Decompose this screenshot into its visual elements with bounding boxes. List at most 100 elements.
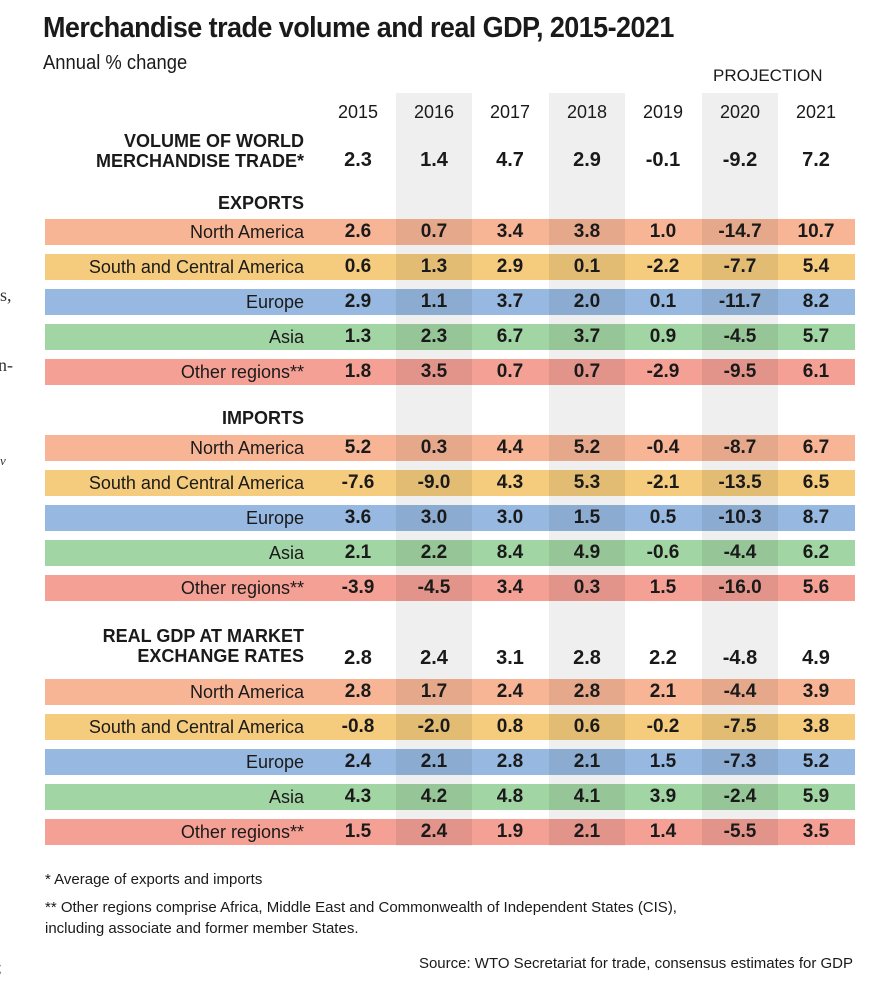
gdp-value-cell: -2.0: [396, 714, 472, 740]
gdp-value-cell: -2.4: [702, 784, 778, 810]
world-trade-label-line1: VOLUME OF WORLD: [124, 131, 304, 151]
gdp-value-cell: -7.5: [702, 714, 778, 740]
imports-value-cell: 8.7: [802, 507, 830, 528]
exports-value-cell: 0.9: [649, 326, 677, 347]
gdp-value-cell: 2.1: [396, 749, 472, 775]
imports-value-cell: 3.6: [344, 507, 372, 528]
imports-value-cell: -0.4: [646, 437, 680, 458]
gdp-value-cell: 3.9: [802, 681, 830, 702]
imports-value-cell: -10.3: [702, 505, 778, 531]
exports-value-cell: -9.5: [702, 359, 778, 385]
projection-label: PROJECTION: [713, 66, 823, 85]
gdp-value-cell: 1.9: [496, 821, 524, 842]
margin-fragment: v: [0, 453, 6, 468]
imports-value-cell: 2.2: [396, 540, 472, 566]
year-header-2018: 2018: [566, 102, 608, 122]
world-trade-value: 4.7: [496, 149, 524, 171]
exports-value-cell: 10.7: [797, 221, 835, 242]
imports-value-cell: -8.7: [702, 435, 778, 461]
exports-value-cell: 5.7: [802, 326, 830, 347]
imports-value-cell: 0.3: [396, 435, 472, 461]
imports-value-cell: 4.3: [496, 472, 524, 493]
exports-value-cell: 3.4: [496, 221, 524, 242]
imports-value-cell: 2.1: [344, 542, 372, 563]
chart-title: Merchandise trade volume and real GDP, 2…: [43, 12, 674, 44]
exports-value-cell: 8.2: [802, 291, 830, 312]
gdp-row-band: [45, 679, 855, 705]
gdp-value-cell: 2.8: [549, 679, 625, 705]
exports-region-label: North America: [189, 222, 304, 242]
gdp-value: 2.8: [344, 647, 372, 669]
exports-value-cell: 1.3: [396, 254, 472, 280]
gdp-value-cell: 4.8: [496, 786, 524, 807]
exports-value-cell: -2.9: [646, 361, 680, 382]
year-header-2020: 2020: [719, 102, 761, 122]
imports-value-cell: -13.5: [702, 470, 778, 496]
exports-value-cell: 6.1: [802, 361, 830, 382]
imports-value-cell: -9.0: [396, 470, 472, 496]
exports-value-cell: 0.1: [549, 254, 625, 280]
gdp-value: 2.8: [573, 647, 601, 669]
exports-value-cell: 2.6: [344, 221, 372, 242]
year-header-2021: 2021: [795, 102, 837, 122]
imports-value-cell: 8.4: [496, 542, 524, 563]
imports-value-cell: -2.1: [646, 472, 680, 493]
exports-value-cell: 0.6: [344, 256, 372, 277]
gdp-region-label: North America: [189, 682, 304, 702]
footnote-other-regions-line1: ** Other regions comprise Africa, Middle…: [45, 899, 677, 916]
imports-value-cell: 5.6: [802, 577, 830, 598]
exports-value-cell: 1.1: [396, 289, 472, 315]
exports-value-cell: 2.9: [496, 256, 524, 277]
gdp-value: 2.2: [649, 647, 677, 669]
margin-fragment: ;: [0, 957, 2, 978]
imports-value-cell: 6.5: [802, 472, 830, 493]
world-trade-value: 2.3: [344, 149, 372, 171]
exports-region-label: South and Central America: [88, 257, 304, 277]
gdp-value-cell: 5.2: [802, 751, 830, 772]
gdp-value-cell: 4.3: [344, 786, 372, 807]
imports-row-band: [45, 505, 855, 531]
imports-region-label: Asia: [268, 543, 304, 563]
gdp-value: -4.8: [722, 647, 758, 669]
gdp-label-line1: REAL GDP AT MARKET: [102, 626, 304, 646]
gdp-value-cell: 1.4: [649, 821, 677, 842]
gdp-region-label: Other regions**: [180, 822, 304, 842]
world-trade-value: 7.2: [802, 149, 830, 171]
imports-value-cell: 5.3: [549, 470, 625, 496]
imports-value-cell: 6.7: [802, 437, 830, 458]
exports-value-cell: 5.4: [802, 256, 830, 277]
exports-value-cell: -4.5: [702, 324, 778, 350]
imports-region-label: North America: [189, 438, 304, 458]
imports-value-cell: 1.5: [649, 577, 677, 598]
gdp-value-cell: 1.5: [649, 751, 677, 772]
exports-region-label: Other regions**: [180, 362, 304, 382]
gdp-value-cell: 3.5: [802, 821, 830, 842]
gdp-value-cell: 2.4: [396, 819, 472, 845]
exports-row-band: [45, 219, 855, 245]
gdp-row-band: [45, 784, 855, 810]
gdp-region-label: Europe: [245, 752, 304, 772]
imports-value-cell: 4.4: [496, 437, 524, 458]
exports-value-cell: 0.7: [496, 361, 524, 382]
gdp-row-band: [45, 749, 855, 775]
exports-value-cell: -2.2: [646, 256, 680, 277]
imports-value-cell: 0.5: [649, 507, 677, 528]
imports-row-band: [45, 575, 855, 601]
imports-region-label: Other regions**: [180, 578, 304, 598]
exports-row-band: [45, 254, 855, 280]
exports-value-cell: 0.7: [396, 219, 472, 245]
gdp-value-cell: 4.2: [396, 784, 472, 810]
world-trade-value: -0.1: [645, 149, 681, 171]
imports-region-label: South and Central America: [88, 473, 304, 493]
gdp-value-cell: 1.7: [396, 679, 472, 705]
gdp-value: 3.1: [496, 647, 524, 669]
gdp-value-cell: -4.4: [702, 679, 778, 705]
imports-row-band: [45, 540, 855, 566]
section-heading-imports: IMPORTS: [221, 408, 304, 428]
gdp-value-cell: 2.8: [344, 681, 372, 702]
gdp-region-label: South and Central America: [88, 717, 304, 737]
gdp-value-cell: -0.2: [646, 716, 680, 737]
gdp-row-band: [45, 819, 855, 845]
imports-value-cell: -3.9: [341, 577, 375, 598]
imports-value-cell: 1.5: [549, 505, 625, 531]
